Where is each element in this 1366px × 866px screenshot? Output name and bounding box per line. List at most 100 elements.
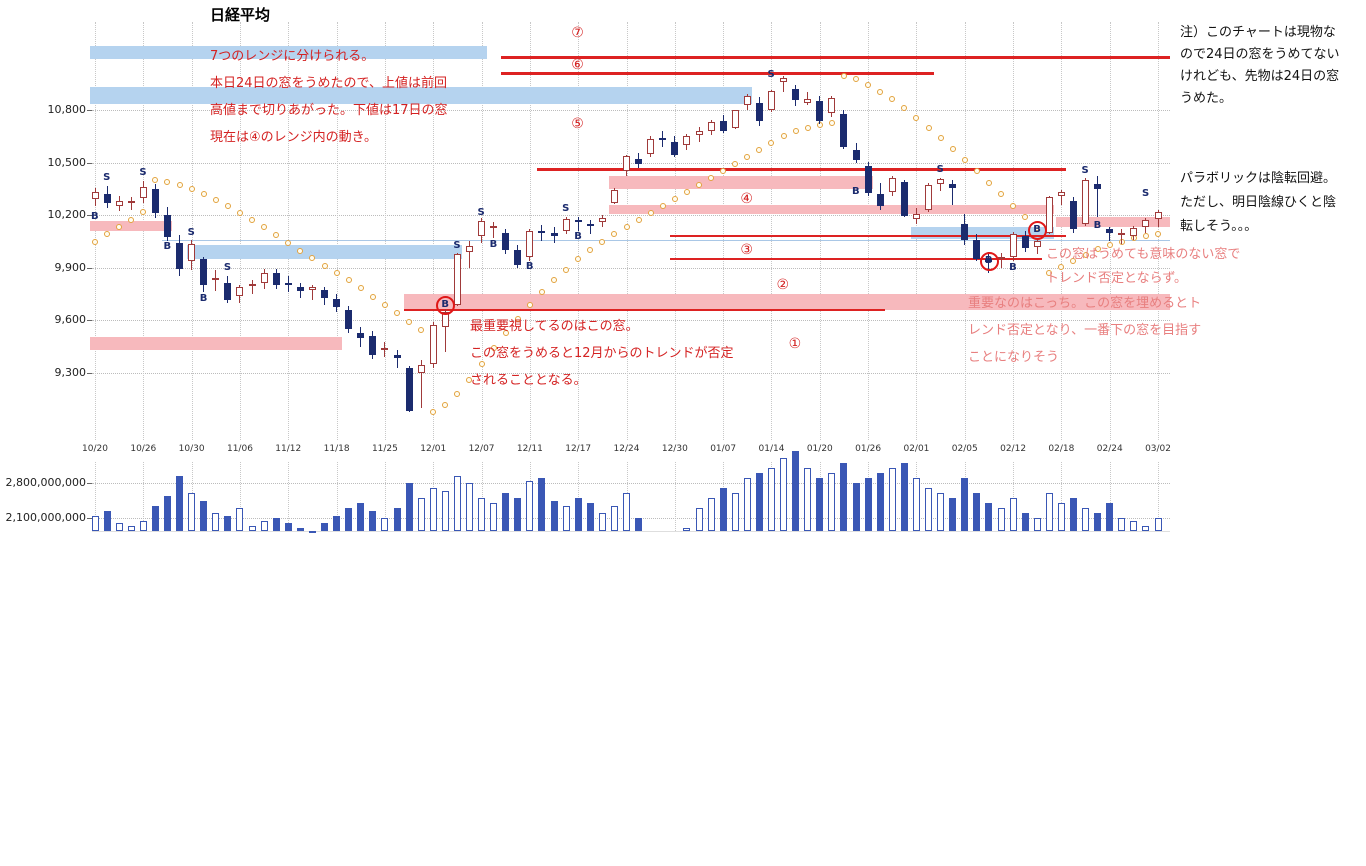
date-gridline bbox=[674, 22, 676, 440]
range-number-label: ① bbox=[788, 336, 802, 353]
parabolic-buy-marker: B bbox=[574, 231, 582, 243]
parabolic-sar-dot bbox=[394, 310, 400, 317]
candle-body-down bbox=[900, 181, 908, 216]
candle-wick bbox=[311, 284, 313, 301]
parabolic-sar-dot bbox=[273, 231, 280, 238]
volume-bar-up bbox=[127, 525, 135, 531]
range-boundary-line bbox=[500, 71, 934, 75]
volume-bar-down bbox=[296, 528, 304, 531]
range-boundary-line bbox=[536, 168, 1067, 172]
candle-body-up bbox=[610, 189, 618, 203]
candle-body-down bbox=[1106, 229, 1114, 233]
candle-body-down bbox=[224, 282, 232, 300]
candle-wick bbox=[493, 221, 495, 238]
date-gridline-volume bbox=[288, 462, 290, 531]
candle-body-down bbox=[864, 166, 872, 194]
parabolic-sar-dot bbox=[321, 262, 328, 269]
volume-bar-up bbox=[308, 530, 316, 533]
candle-body-down bbox=[538, 230, 546, 233]
parabolic-sar-dot bbox=[1094, 246, 1101, 253]
volume-bar-up bbox=[937, 493, 945, 531]
annotation-pink-block-important: 重要なのはこっち。この窓を埋めるとト bbox=[968, 296, 1202, 311]
parabolic-sar-dot bbox=[152, 177, 159, 184]
volume-bar-up bbox=[1154, 518, 1162, 531]
candle-body-up bbox=[115, 200, 123, 206]
date-axis-label: 10/26 bbox=[130, 444, 157, 454]
date-gridline-volume bbox=[578, 462, 580, 531]
candle-body-up bbox=[562, 219, 570, 231]
candle-body-up bbox=[1045, 196, 1053, 233]
date-axis-label: 11/06 bbox=[226, 444, 253, 454]
parabolic-sar-dot bbox=[1082, 251, 1089, 258]
candle-wick bbox=[1097, 176, 1099, 217]
volume-bar-up bbox=[115, 523, 123, 531]
volume-bar-up bbox=[1045, 493, 1053, 531]
date-gridline bbox=[868, 22, 870, 440]
candle-body-up bbox=[912, 214, 920, 219]
annotation-note-parabolic: パラボリックは陰転回避。 bbox=[1180, 171, 1337, 186]
volume-bar-down bbox=[200, 500, 208, 531]
annotation-pink-block-important: ことになりそう bbox=[968, 350, 1060, 365]
candle-wick bbox=[468, 241, 470, 268]
window-band-blue bbox=[911, 227, 1055, 240]
parabolic-sar-dot bbox=[611, 231, 618, 238]
date-gridline bbox=[384, 22, 386, 440]
date-gridline-volume bbox=[674, 462, 676, 531]
volume-bar-down bbox=[1069, 498, 1077, 531]
price-gridline bbox=[92, 215, 1170, 217]
candle-body-up bbox=[526, 231, 534, 258]
annotation-red-block-window: されることとなる。 bbox=[470, 373, 587, 388]
candle-body-up bbox=[937, 179, 945, 184]
date-axis-label: 02/01 bbox=[903, 444, 930, 454]
volume-bar-down bbox=[973, 493, 981, 531]
range-number-label: ⑦ bbox=[571, 24, 584, 41]
date-gridline-volume bbox=[143, 462, 145, 531]
parabolic-sar-dot bbox=[720, 168, 727, 175]
candle-body-up bbox=[1154, 211, 1162, 219]
date-gridline bbox=[433, 22, 435, 440]
volume-bar-down bbox=[574, 498, 582, 531]
price-axis-label: 9,600 bbox=[54, 313, 87, 327]
volume-bar-up bbox=[707, 498, 715, 531]
candle-body-up bbox=[1118, 232, 1126, 235]
parabolic-sell-marker: S bbox=[103, 172, 111, 184]
date-gridline bbox=[723, 22, 725, 440]
parabolic-sar-dot bbox=[683, 189, 690, 196]
parabolic-sar-dot bbox=[998, 191, 1004, 198]
candle-body-down bbox=[514, 250, 522, 265]
candle-body-up bbox=[925, 185, 933, 210]
candle-body-up bbox=[1130, 228, 1138, 237]
parabolic-sar-dot bbox=[514, 315, 521, 322]
candle-wick bbox=[589, 220, 591, 235]
candle-body-down bbox=[755, 102, 763, 122]
candle-body-down bbox=[1069, 201, 1077, 229]
date-axis-label: 01/20 bbox=[806, 444, 833, 454]
parabolic-sar-dot bbox=[454, 391, 461, 398]
parabolic-sar-dot bbox=[925, 124, 932, 131]
parabolic-sar-dot bbox=[865, 81, 872, 88]
volume-bar-down bbox=[985, 503, 993, 531]
volume-bar-up bbox=[731, 493, 739, 531]
chart-title: 日経平均 bbox=[210, 6, 271, 24]
candle-body-up bbox=[1033, 240, 1041, 247]
candle-body-down bbox=[345, 309, 353, 330]
volume-bar-up bbox=[188, 493, 196, 531]
volume-bar-down bbox=[755, 473, 763, 531]
volume-bar-up bbox=[236, 508, 244, 531]
parabolic-sar-dot bbox=[200, 191, 207, 198]
parabolic-sell-marker: S bbox=[562, 203, 570, 215]
parabolic-sar-dot bbox=[526, 301, 533, 308]
volume-bar-up bbox=[1057, 503, 1065, 531]
date-axis-label: 01/07 bbox=[710, 444, 737, 454]
volume-bar-down bbox=[550, 500, 558, 531]
candle-body-down bbox=[200, 259, 208, 285]
candle-body-down bbox=[840, 113, 848, 147]
parabolic-sar-dot bbox=[236, 209, 243, 216]
candle-wick bbox=[396, 349, 398, 368]
annotation-pink-block-meaningless: この窓はうめても意味のない窓で bbox=[1046, 247, 1241, 262]
candle-body-down bbox=[816, 101, 824, 122]
price-axis-tick bbox=[87, 267, 92, 269]
volume-bar-up bbox=[562, 505, 570, 531]
date-gridline bbox=[819, 22, 821, 440]
parabolic-sar-dot bbox=[599, 238, 606, 245]
